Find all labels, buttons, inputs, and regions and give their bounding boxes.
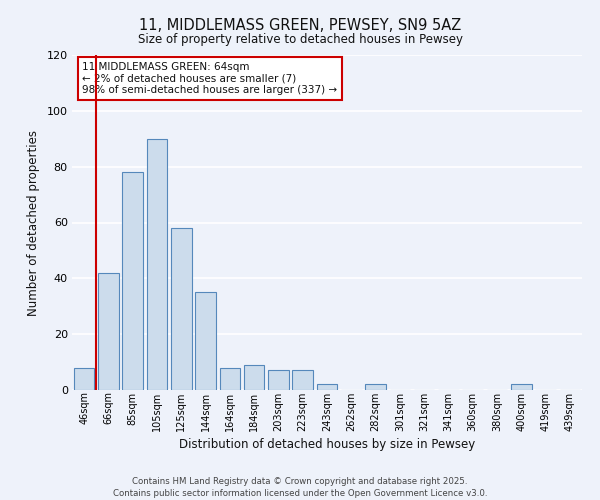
Bar [98,273,119,390]
Bar [146,138,167,390]
Bar [317,384,337,390]
Bar [268,370,289,390]
Bar [511,384,532,390]
Bar [74,368,94,390]
X-axis label: Distribution of detached houses by size in Pewsey: Distribution of detached houses by size … [179,438,475,450]
Bar [122,172,143,390]
Bar [244,365,265,390]
Bar [292,370,313,390]
Text: Size of property relative to detached houses in Pewsey: Size of property relative to detached ho… [137,32,463,46]
Bar [171,228,191,390]
Bar [220,368,240,390]
Text: 11 MIDDLEMASS GREEN: 64sqm
← 2% of detached houses are smaller (7)
98% of semi-d: 11 MIDDLEMASS GREEN: 64sqm ← 2% of detac… [82,62,337,95]
Y-axis label: Number of detached properties: Number of detached properties [27,130,40,316]
Text: Contains HM Land Registry data © Crown copyright and database right 2025.
Contai: Contains HM Land Registry data © Crown c… [113,476,487,498]
Bar [365,384,386,390]
Bar [195,292,216,390]
Text: 11, MIDDLEMASS GREEN, PEWSEY, SN9 5AZ: 11, MIDDLEMASS GREEN, PEWSEY, SN9 5AZ [139,18,461,32]
